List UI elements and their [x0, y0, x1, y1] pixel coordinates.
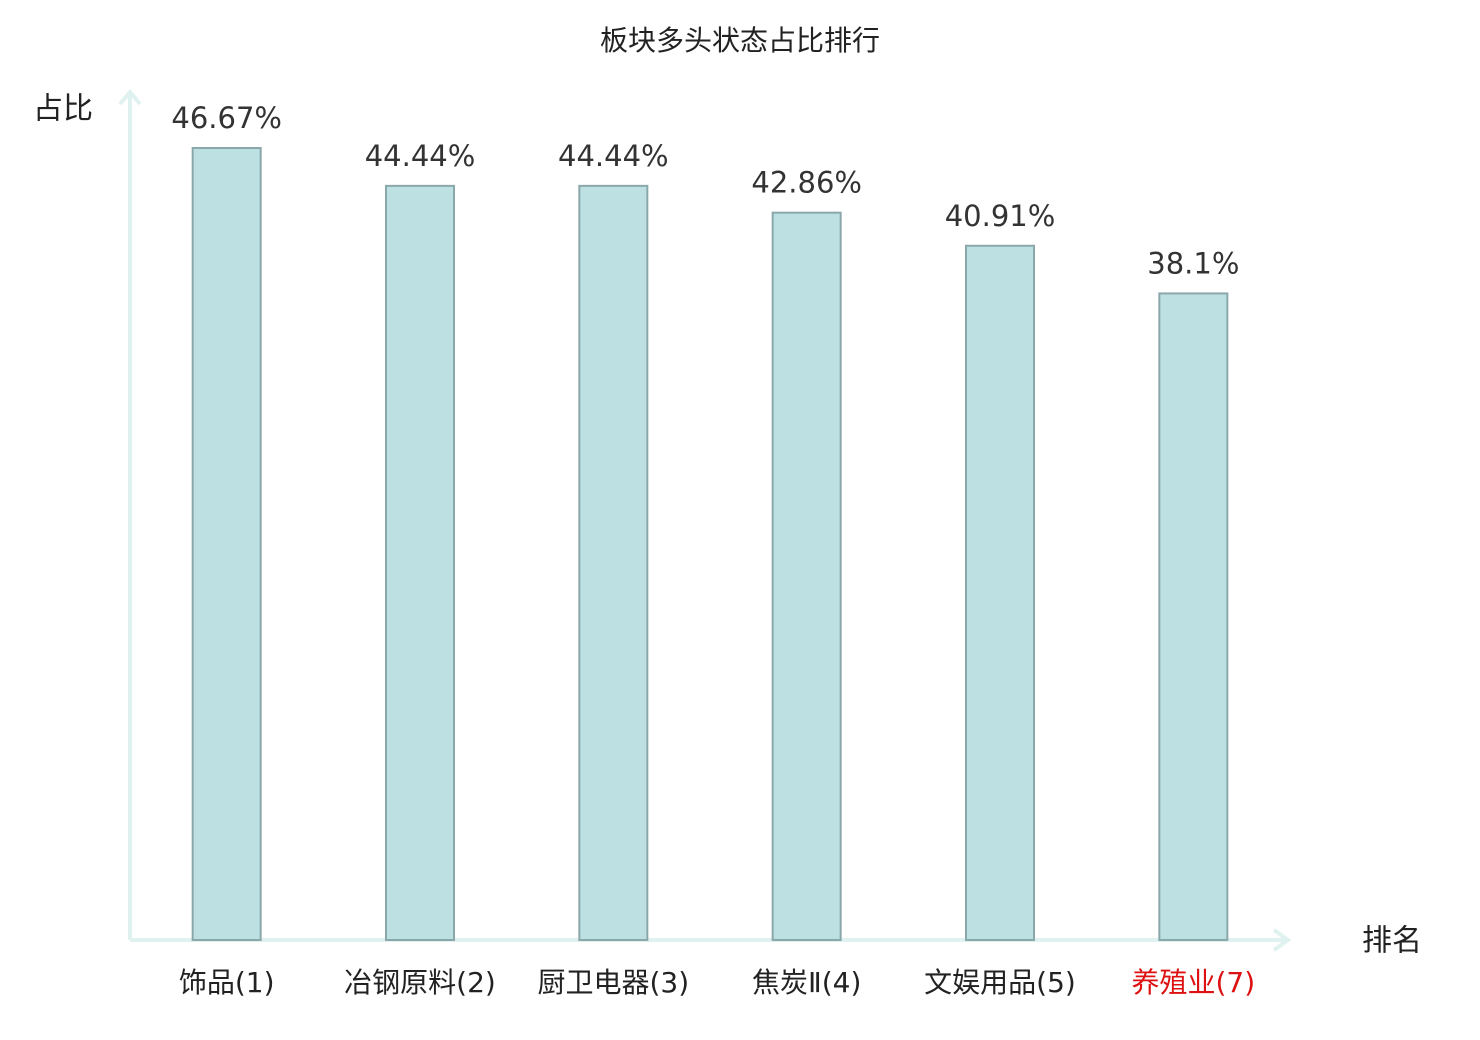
value-label: 38.1% [1147, 246, 1239, 280]
bar [191, 147, 262, 942]
bar [1158, 292, 1229, 941]
x-arrow [1272, 928, 1292, 952]
bar [578, 184, 649, 941]
x-tick-label: 冶钢原料(2) [344, 966, 496, 999]
x-tick-label: 养殖业(7) [1131, 966, 1255, 999]
y-axis-label: 占比 [33, 92, 93, 127]
axes [118, 88, 1292, 952]
value-label: 44.44% [365, 139, 476, 173]
value-label: 42.86% [751, 166, 862, 200]
bar [965, 244, 1035, 941]
x-tick-label: 焦炭Ⅱ(4) [752, 966, 861, 999]
x-tick-label: 文娱用品(5) [924, 966, 1076, 999]
x-tick-label: 饰品(1) [179, 966, 275, 999]
y-arrow [118, 88, 142, 106]
value-label: 44.44% [558, 139, 669, 173]
value-label: 40.91% [945, 199, 1056, 233]
bar [771, 211, 842, 942]
value-label: 46.67% [171, 101, 282, 135]
x-axis-label: 排名 [1362, 924, 1422, 959]
x-tick-label: 厨卫电器(3) [537, 966, 689, 999]
chart-title: 板块多头状态占比排行 [600, 24, 880, 57]
bar [385, 184, 455, 941]
